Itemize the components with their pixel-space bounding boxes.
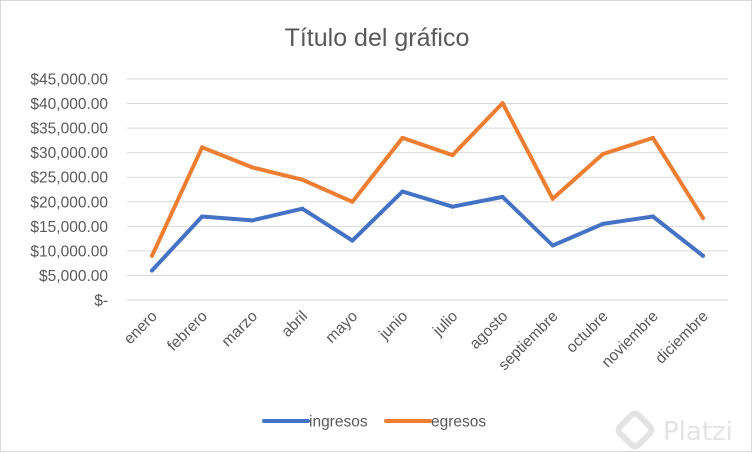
x-tick-label: marzo <box>219 308 261 350</box>
x-tick-label: junio <box>375 308 411 344</box>
x-tick-label: diciembre <box>652 308 712 368</box>
y-axis-tick-labels: $- $5,000.00 $10,000.00 $15,000.00 $20,000.0… <box>30 72 108 310</box>
data-point-ingresos <box>150 268 155 273</box>
data-point-egresos <box>350 199 355 204</box>
data-point-egresos <box>650 135 655 140</box>
x-tick-label: agosto <box>467 308 512 353</box>
data-point-ingresos <box>350 238 355 243</box>
x-tick-label: julio <box>429 308 461 340</box>
series-line-ingresos <box>150 189 705 273</box>
data-point-ingresos <box>600 221 605 226</box>
x-tick-label: febrero <box>164 308 211 355</box>
series-lines <box>150 101 705 273</box>
data-point-ingresos <box>400 189 405 194</box>
data-point-egresos <box>300 177 305 182</box>
platzi-watermark: Platzi <box>615 410 733 450</box>
y-tick-label: $40,000.00 <box>30 96 108 113</box>
platzi-logo-icon <box>615 410 655 450</box>
legend: ingresos egresos <box>262 414 486 431</box>
x-tick-label: enero <box>121 308 161 348</box>
data-point-ingresos <box>650 214 655 219</box>
series-line-egresos <box>150 101 705 258</box>
y-tick-label: $10,000.00 <box>30 243 108 260</box>
data-point-egresos <box>600 152 605 157</box>
y-tick-label: $45,000.00 <box>30 72 108 89</box>
y-tick-label: $15,000.00 <box>30 219 108 236</box>
y-tick-label: $20,000.00 <box>30 194 108 211</box>
data-point-egresos <box>700 215 705 220</box>
data-point-ingresos <box>250 218 255 223</box>
data-point-egresos <box>150 253 155 258</box>
y-tick-label: $- <box>94 293 108 310</box>
watermark-text: Platzi <box>663 417 733 447</box>
gridlines <box>127 78 728 301</box>
data-point-ingresos <box>550 243 555 248</box>
y-tick-label: $5,000.00 <box>39 268 108 285</box>
data-point-egresos <box>500 101 505 106</box>
chart-title: Título del gráfico <box>285 24 470 52</box>
data-point-ingresos <box>200 214 205 219</box>
x-tick-label: abril <box>278 308 311 341</box>
y-tick-label: $25,000.00 <box>30 170 108 187</box>
data-point-ingresos <box>450 204 455 209</box>
legend-label-ingresos: ingresos <box>309 414 368 431</box>
y-tick-label: $30,000.00 <box>30 145 108 162</box>
x-axis-tick-labels: enero febrero marzo abril mayo junio julio agos… <box>121 308 712 374</box>
data-point-egresos <box>250 165 255 170</box>
data-point-egresos <box>450 153 455 158</box>
y-tick-label: $35,000.00 <box>30 121 108 138</box>
legend-label-egresos: egresos <box>431 414 486 431</box>
data-point-ingresos <box>700 253 705 258</box>
data-point-egresos <box>200 145 205 150</box>
data-point-ingresos <box>500 194 505 199</box>
data-point-egresos <box>400 135 405 140</box>
data-point-ingresos <box>300 206 305 211</box>
x-tick-label: octubre <box>563 308 612 357</box>
x-tick-label: mayo <box>322 308 361 347</box>
data-point-egresos <box>550 196 555 201</box>
